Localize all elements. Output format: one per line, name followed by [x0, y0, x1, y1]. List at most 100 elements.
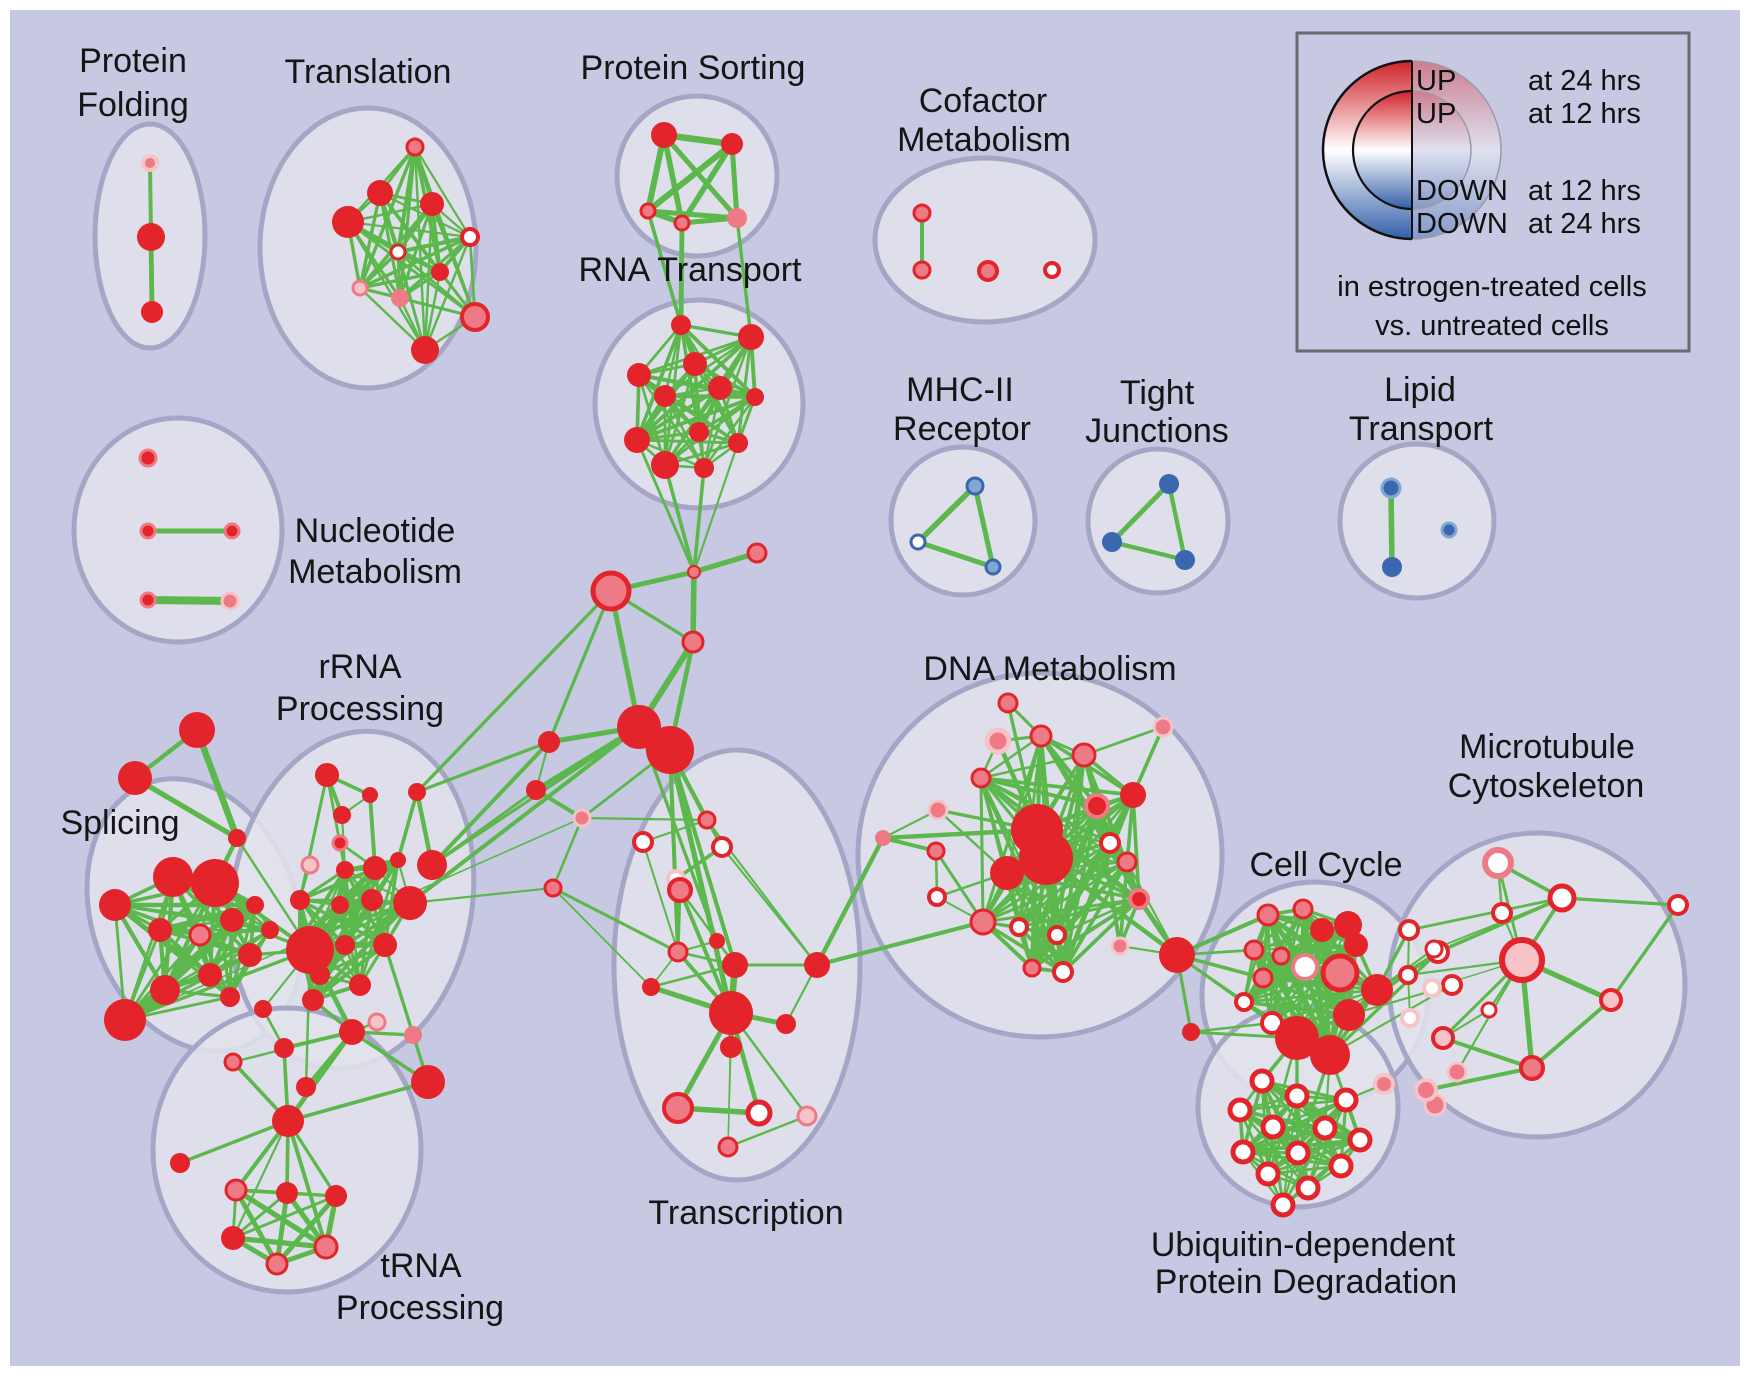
node-60[interactable] [711, 836, 733, 858]
node-155[interactable] [1256, 903, 1280, 927]
node-19[interactable] [912, 203, 932, 223]
node-129[interactable] [984, 727, 1012, 755]
node-98[interactable] [254, 1000, 272, 1018]
node-186[interactable] [1431, 1026, 1455, 1050]
node-189[interactable] [1424, 939, 1444, 959]
node-16[interactable] [639, 202, 657, 220]
node-199[interactable] [1285, 1140, 1311, 1166]
node-122[interactable] [720, 1036, 742, 1058]
node-119[interactable] [804, 952, 830, 978]
node-77[interactable] [261, 921, 279, 939]
node-114[interactable] [265, 1252, 289, 1276]
node-185[interactable] [1667, 894, 1689, 916]
node-152[interactable] [1159, 937, 1195, 973]
node-35[interactable] [139, 591, 157, 609]
node-145[interactable] [1009, 917, 1029, 937]
node-14[interactable] [651, 122, 677, 148]
node-49[interactable] [687, 565, 701, 579]
node-131[interactable] [1071, 742, 1097, 768]
node-161[interactable] [1344, 933, 1368, 957]
node-17[interactable] [673, 214, 691, 232]
node-140[interactable] [1116, 851, 1138, 873]
node-90[interactable] [361, 889, 383, 911]
node-85[interactable] [363, 856, 387, 880]
node-6[interactable] [332, 206, 364, 238]
node-66[interactable] [191, 859, 239, 907]
node-39[interactable] [683, 352, 707, 376]
node-62[interactable] [179, 712, 215, 748]
node-171[interactable] [1398, 919, 1420, 941]
node-192[interactable] [1284, 1083, 1310, 1109]
node-169[interactable] [1310, 1035, 1350, 1075]
node-149[interactable] [1052, 961, 1074, 983]
node-3[interactable] [405, 137, 425, 157]
node-127[interactable] [667, 877, 693, 903]
node-44[interactable] [624, 427, 650, 453]
node-43[interactable] [746, 388, 764, 406]
node-56[interactable] [526, 780, 546, 800]
node-138[interactable] [1099, 832, 1121, 854]
node-148[interactable] [1022, 958, 1042, 978]
node-196[interactable] [1312, 1115, 1338, 1141]
node-4[interactable] [367, 180, 393, 206]
node-31[interactable] [1382, 557, 1402, 577]
node-94[interactable] [373, 933, 397, 957]
node-139[interactable] [990, 856, 1024, 890]
node-72[interactable] [150, 975, 180, 1005]
node-25[interactable] [984, 558, 1002, 576]
node-153[interactable] [1182, 1023, 1200, 1041]
node-101[interactable] [404, 1026, 422, 1044]
node-12[interactable] [460, 302, 490, 332]
node-54[interactable] [646, 726, 694, 774]
node-166[interactable] [1234, 992, 1254, 1012]
node-107[interactable] [272, 1105, 304, 1137]
node-87[interactable] [417, 850, 447, 880]
node-99[interactable] [302, 989, 324, 1011]
node-170[interactable] [1333, 999, 1365, 1031]
node-172[interactable] [1398, 965, 1418, 985]
node-184[interactable] [1480, 1001, 1498, 1019]
node-144[interactable] [969, 908, 997, 936]
node-40[interactable] [627, 363, 651, 387]
node-93[interactable] [335, 935, 355, 955]
node-194[interactable] [1227, 1097, 1253, 1123]
node-133[interactable] [927, 799, 949, 821]
node-130[interactable] [1029, 724, 1053, 748]
node-105[interactable] [223, 1052, 243, 1072]
node-197[interactable] [1347, 1127, 1373, 1153]
node-110[interactable] [276, 1182, 298, 1204]
node-61[interactable] [543, 878, 563, 898]
node-183[interactable] [1599, 988, 1623, 1012]
node-55[interactable] [538, 731, 560, 753]
node-48[interactable] [694, 458, 714, 478]
node-124[interactable] [745, 1099, 773, 1127]
node-68[interactable] [148, 918, 172, 942]
node-75[interactable] [220, 987, 240, 1007]
node-193[interactable] [1333, 1087, 1359, 1113]
node-28[interactable] [1175, 550, 1195, 570]
node-173[interactable] [1400, 1008, 1420, 1028]
node-97[interactable] [286, 926, 334, 974]
node-162[interactable] [1291, 953, 1319, 981]
node-190[interactable] [1519, 1055, 1545, 1081]
node-175[interactable] [1441, 974, 1463, 996]
node-125[interactable] [796, 1105, 818, 1127]
node-180[interactable] [1547, 883, 1577, 913]
node-178[interactable] [1373, 1073, 1395, 1095]
node-10[interactable] [351, 279, 369, 297]
node-116[interactable] [667, 941, 689, 963]
node-103[interactable] [411, 1065, 445, 1099]
node-15[interactable] [721, 133, 743, 155]
node-37[interactable] [671, 315, 691, 335]
node-63[interactable] [118, 761, 152, 795]
node-147[interactable] [1110, 936, 1130, 956]
node-123[interactable] [662, 1092, 694, 1124]
node-128[interactable] [632, 831, 654, 853]
node-74[interactable] [238, 943, 262, 967]
node-191[interactable] [1249, 1068, 1275, 1094]
node-1[interactable] [137, 223, 165, 251]
node-182[interactable] [1499, 937, 1545, 983]
node-2[interactable] [141, 301, 163, 323]
node-41[interactable] [654, 385, 676, 407]
node-160[interactable] [1271, 946, 1291, 966]
